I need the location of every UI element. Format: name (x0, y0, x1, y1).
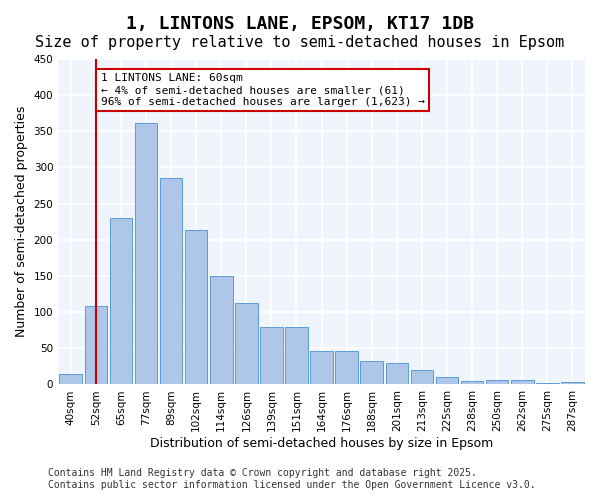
Text: Size of property relative to semi-detached houses in Epsom: Size of property relative to semi-detach… (35, 35, 565, 50)
Bar (486, 380, 508, 384)
Bar (235, 304, 257, 384)
Bar (110, 218, 132, 384)
Bar (561, 382, 584, 384)
Bar (285, 328, 308, 384)
Y-axis label: Number of semi-detached properties: Number of semi-detached properties (15, 106, 28, 338)
Bar (85, 306, 107, 384)
Text: 1, LINTONS LANE, EPSOM, KT17 1DB: 1, LINTONS LANE, EPSOM, KT17 1DB (126, 15, 474, 33)
Bar (361, 360, 383, 384)
Bar (310, 351, 333, 384)
Bar (185, 230, 208, 384)
Bar (536, 383, 559, 384)
Bar (386, 363, 408, 384)
Bar (160, 178, 182, 384)
Bar (260, 328, 283, 384)
Bar (59, 374, 82, 384)
Bar (461, 381, 484, 384)
Bar (210, 276, 233, 384)
Bar (410, 370, 433, 384)
Bar (511, 380, 533, 384)
Bar (335, 351, 358, 384)
Bar (436, 377, 458, 384)
Text: Contains HM Land Registry data © Crown copyright and database right 2025.
Contai: Contains HM Land Registry data © Crown c… (48, 468, 536, 490)
Text: 1 LINTONS LANE: 60sqm
← 4% of semi-detached houses are smaller (61)
96% of semi-: 1 LINTONS LANE: 60sqm ← 4% of semi-detac… (101, 74, 425, 106)
X-axis label: Distribution of semi-detached houses by size in Epsom: Distribution of semi-detached houses by … (150, 437, 493, 450)
Bar (134, 122, 157, 384)
